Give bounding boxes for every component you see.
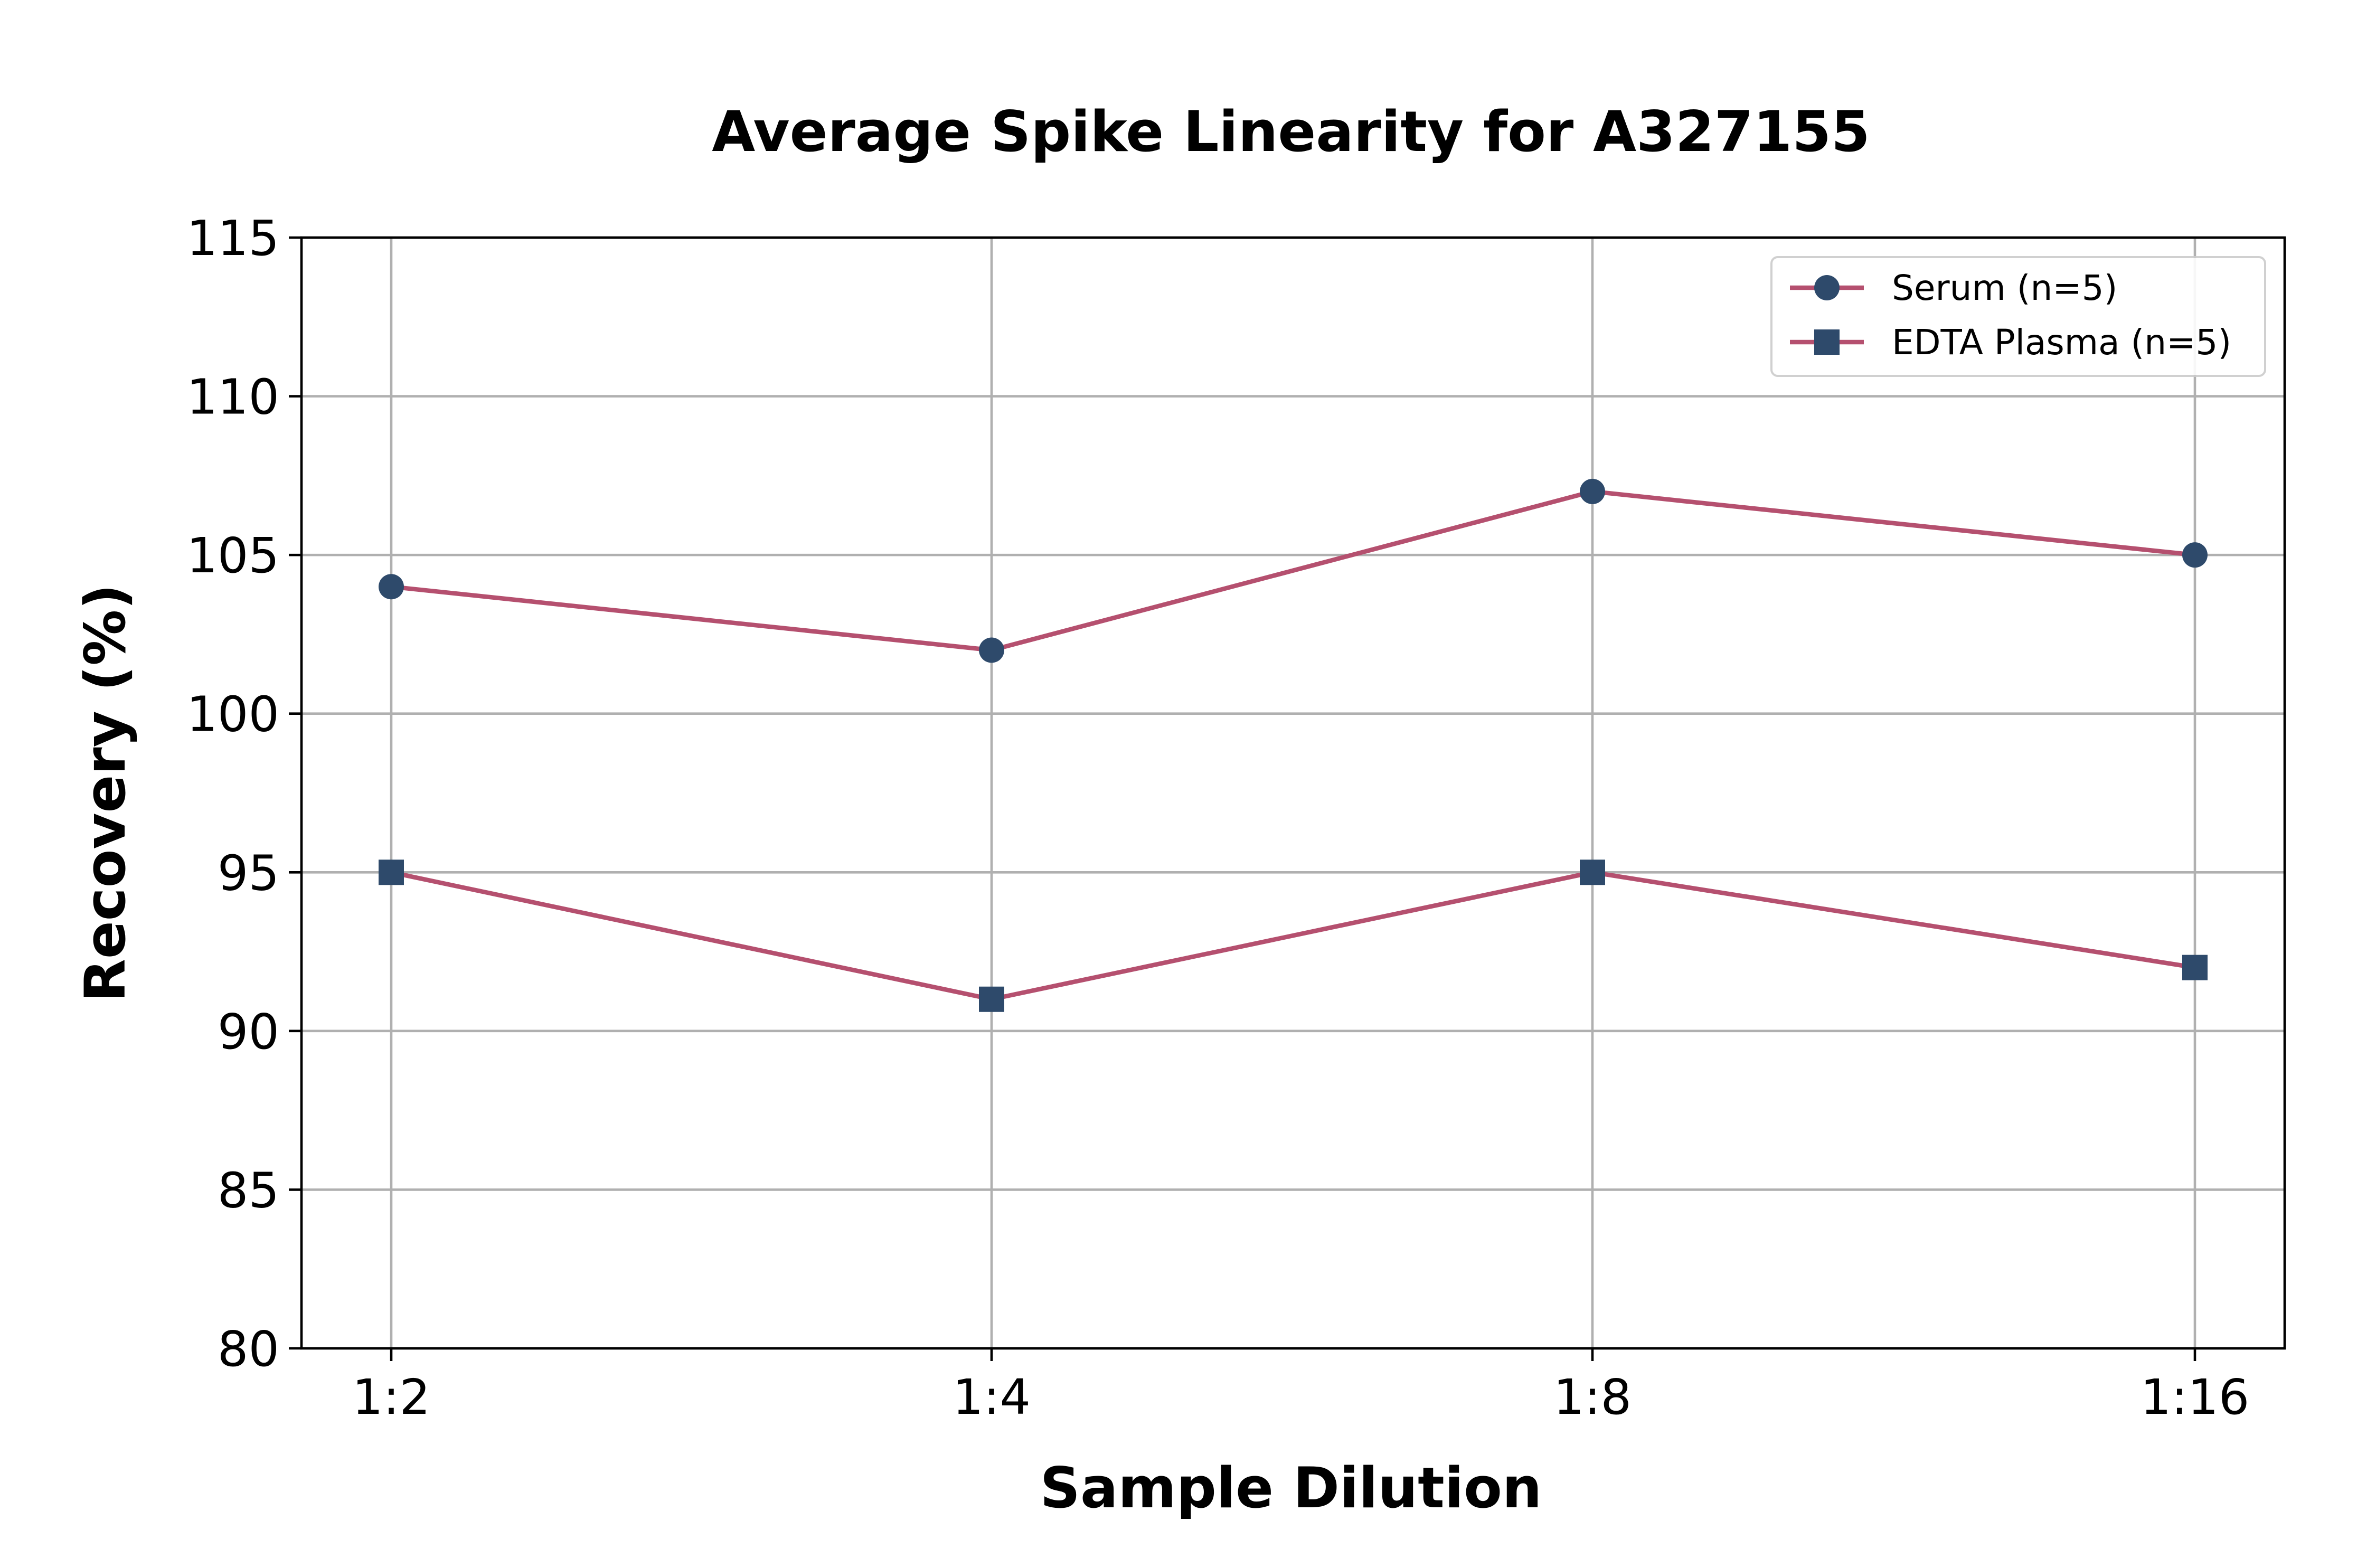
legend-entry: Serum (n=5) <box>1790 268 2117 308</box>
x-axis-label: Sample Dilution <box>1040 1456 1542 1520</box>
series-line <box>391 870 2195 1002</box>
grid <box>301 236 2285 1350</box>
x-axis-ticks: 1:2 1:4 1:8 1:16 <box>352 1348 2249 1425</box>
x-tick-label: 1:16 <box>2141 1369 2250 1425</box>
x-tick-label: 1:4 <box>953 1369 1031 1425</box>
data-point-circle <box>379 574 404 600</box>
data-point-circle <box>1814 275 1840 300</box>
series <box>379 478 2208 1012</box>
data-point-square <box>979 986 1004 1012</box>
data-point-square <box>1580 859 1605 885</box>
data-point-circle <box>979 637 1004 663</box>
axes <box>300 236 2286 1350</box>
y-tick-label: 105 <box>186 527 279 584</box>
y-axis-label: Recovery (%) <box>73 584 138 1002</box>
x-tick-label: 1:8 <box>1553 1369 1632 1425</box>
data-point-square <box>2182 955 2208 980</box>
y-tick-label: 80 <box>218 1321 279 1377</box>
plot-frame <box>300 236 2286 1350</box>
y-tick-label: 95 <box>218 845 279 901</box>
y-tick-label: 115 <box>186 210 279 267</box>
legend-label: EDTA Plasma (n=5) <box>1892 322 2231 363</box>
y-tick-label: 110 <box>186 369 279 426</box>
y-tick-label: 90 <box>218 1004 279 1060</box>
legend-label: Serum (n=5) <box>1892 268 2117 308</box>
legend-box <box>1770 256 2266 377</box>
chart-title: Average Spike Linearity for A327155 <box>712 99 1870 164</box>
series-serum <box>379 478 2208 663</box>
y-tick-label: 85 <box>218 1162 279 1218</box>
data-point-square <box>379 859 404 885</box>
series-line <box>391 489 2195 653</box>
data-point-circle <box>2182 542 2208 568</box>
legend: Serum (n=5) EDTA Plasma (n=5) <box>1770 256 2266 377</box>
y-tick-label: 100 <box>186 686 279 743</box>
y-axis-ticks: 80 85 90 95 100 105 110 115 <box>186 210 301 1377</box>
data-point-circle <box>1580 478 1605 504</box>
legend-entry: EDTA Plasma (n=5) <box>1790 322 2231 363</box>
x-tick-label: 1:2 <box>352 1369 430 1425</box>
series-edta-plasma <box>379 859 2208 1012</box>
data-point-square <box>1814 329 1840 355</box>
